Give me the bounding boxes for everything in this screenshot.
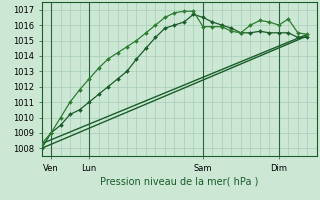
X-axis label: Pression niveau de la mer( hPa ): Pression niveau de la mer( hPa )	[100, 177, 258, 187]
